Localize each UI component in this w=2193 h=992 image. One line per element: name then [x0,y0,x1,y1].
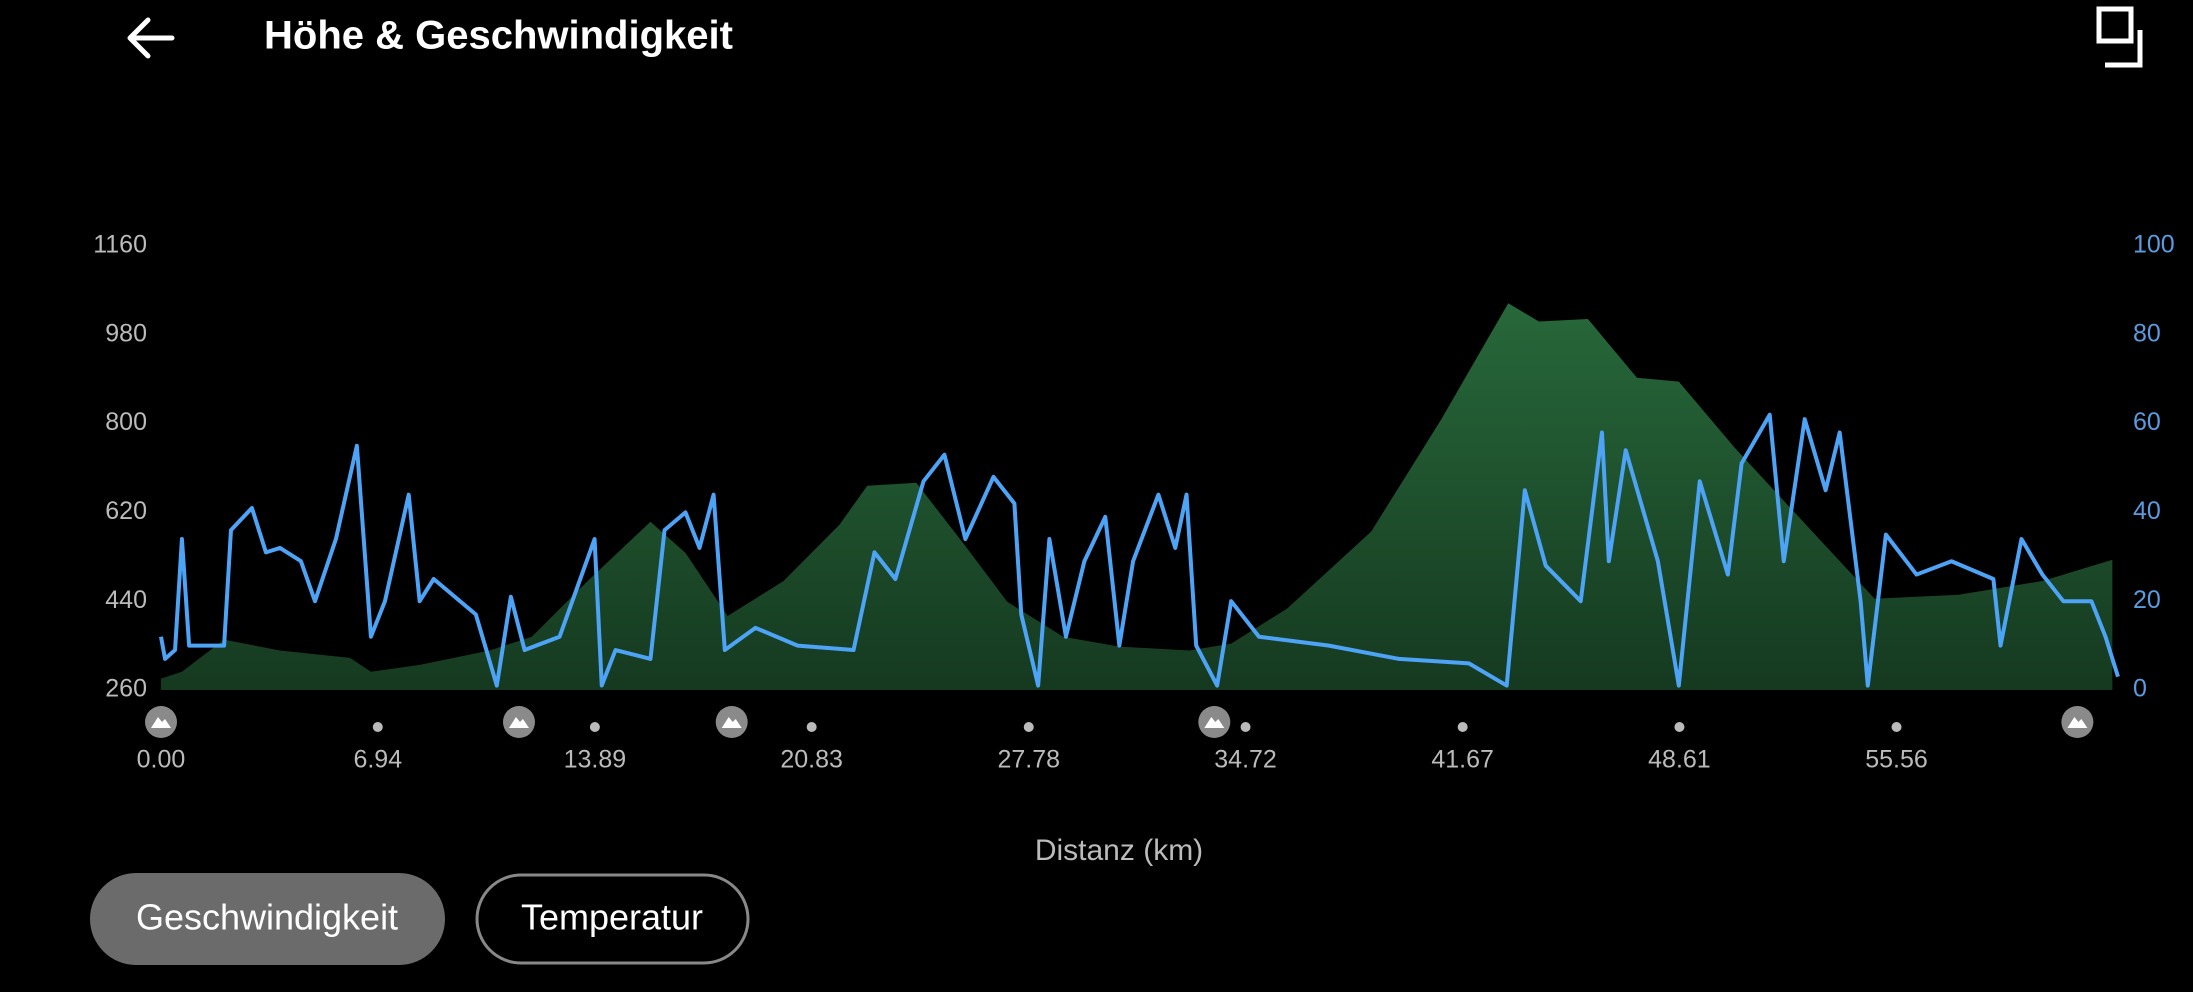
speed-button[interactable]: Geschwindigkeit [90,873,445,965]
x-tick-label: 55.56 [1865,746,1928,774]
y-tick-label: 440 [105,586,147,614]
y2-tick-label: 80 [2133,319,2161,347]
elevation-area [161,303,2113,690]
x-tick-dot [372,722,383,732]
x-tick-dot [1457,722,1468,732]
climb-marker [145,706,177,738]
speed-line [159,412,2120,688]
climb-marker-icon [151,717,171,728]
screen-title: Höhe & Geschwindigkeit [264,14,733,58]
x-tick-label: 27.78 [997,746,1060,774]
x-tick-label: 20.83 [780,746,843,774]
back-arrow[interactable] [127,17,175,59]
button-background[interactable] [90,873,445,965]
y-tick-label: 620 [105,497,147,525]
x-tick-dot [806,722,817,732]
x-tick-dot [589,722,600,732]
x-tick-label: 6.94 [353,746,402,774]
x-tick-label: 41.67 [1431,746,1494,774]
climb-marker-icon [508,717,529,728]
chart: 260 440 620 800 980 1160 0 20 40 60 80 100 0.00 6.94 1… [93,231,2174,774]
climb-marker-icon [1204,717,1225,728]
climb-marker [1198,706,1231,738]
y-tick-label: 260 [105,675,147,703]
fullscreen-button[interactable] [2096,6,2143,68]
fullscreen-icon[interactable] [2096,6,2134,44]
climb-marker-icon [721,717,742,728]
y2-tick-label: 40 [2133,497,2161,525]
y-tick-label: 1160 [93,231,147,259]
temperature-button[interactable]: Temperatur [475,873,750,965]
climb-marker [502,706,535,738]
x-tick-dot [1240,722,1251,732]
x-axis-title: Distanz (km) [1035,834,1203,867]
x-tick-label: 48.61 [1648,746,1711,774]
x-tick-label: 34.72 [1214,746,1277,774]
fullscreen-icon-corner[interactable] [2105,30,2143,68]
climb-marker [715,706,748,738]
button-label[interactable]: Geschwindigkeit [136,897,398,938]
climb-marker [2061,706,2094,738]
x-tick-dot [1674,722,1685,732]
y2-tick-label: 100 [2133,231,2175,259]
y-tick-label: 980 [105,319,147,347]
button-label[interactable]: Temperatur [521,897,703,938]
x-tick-dot [1023,722,1034,732]
y2-tick-label: 20 [2133,586,2161,614]
y2-tick-label: 60 [2133,408,2161,436]
y2-tick-label: 0 [2133,675,2147,703]
button-outline[interactable] [475,873,750,965]
x-tick-label: 13.89 [564,746,627,774]
back-button[interactable] [127,17,175,59]
y-tick-label: 800 [105,408,147,436]
x-tick-label: 0.00 [137,746,186,774]
x-tick-dot [1891,722,1902,732]
climb-marker-icon [2067,717,2088,728]
